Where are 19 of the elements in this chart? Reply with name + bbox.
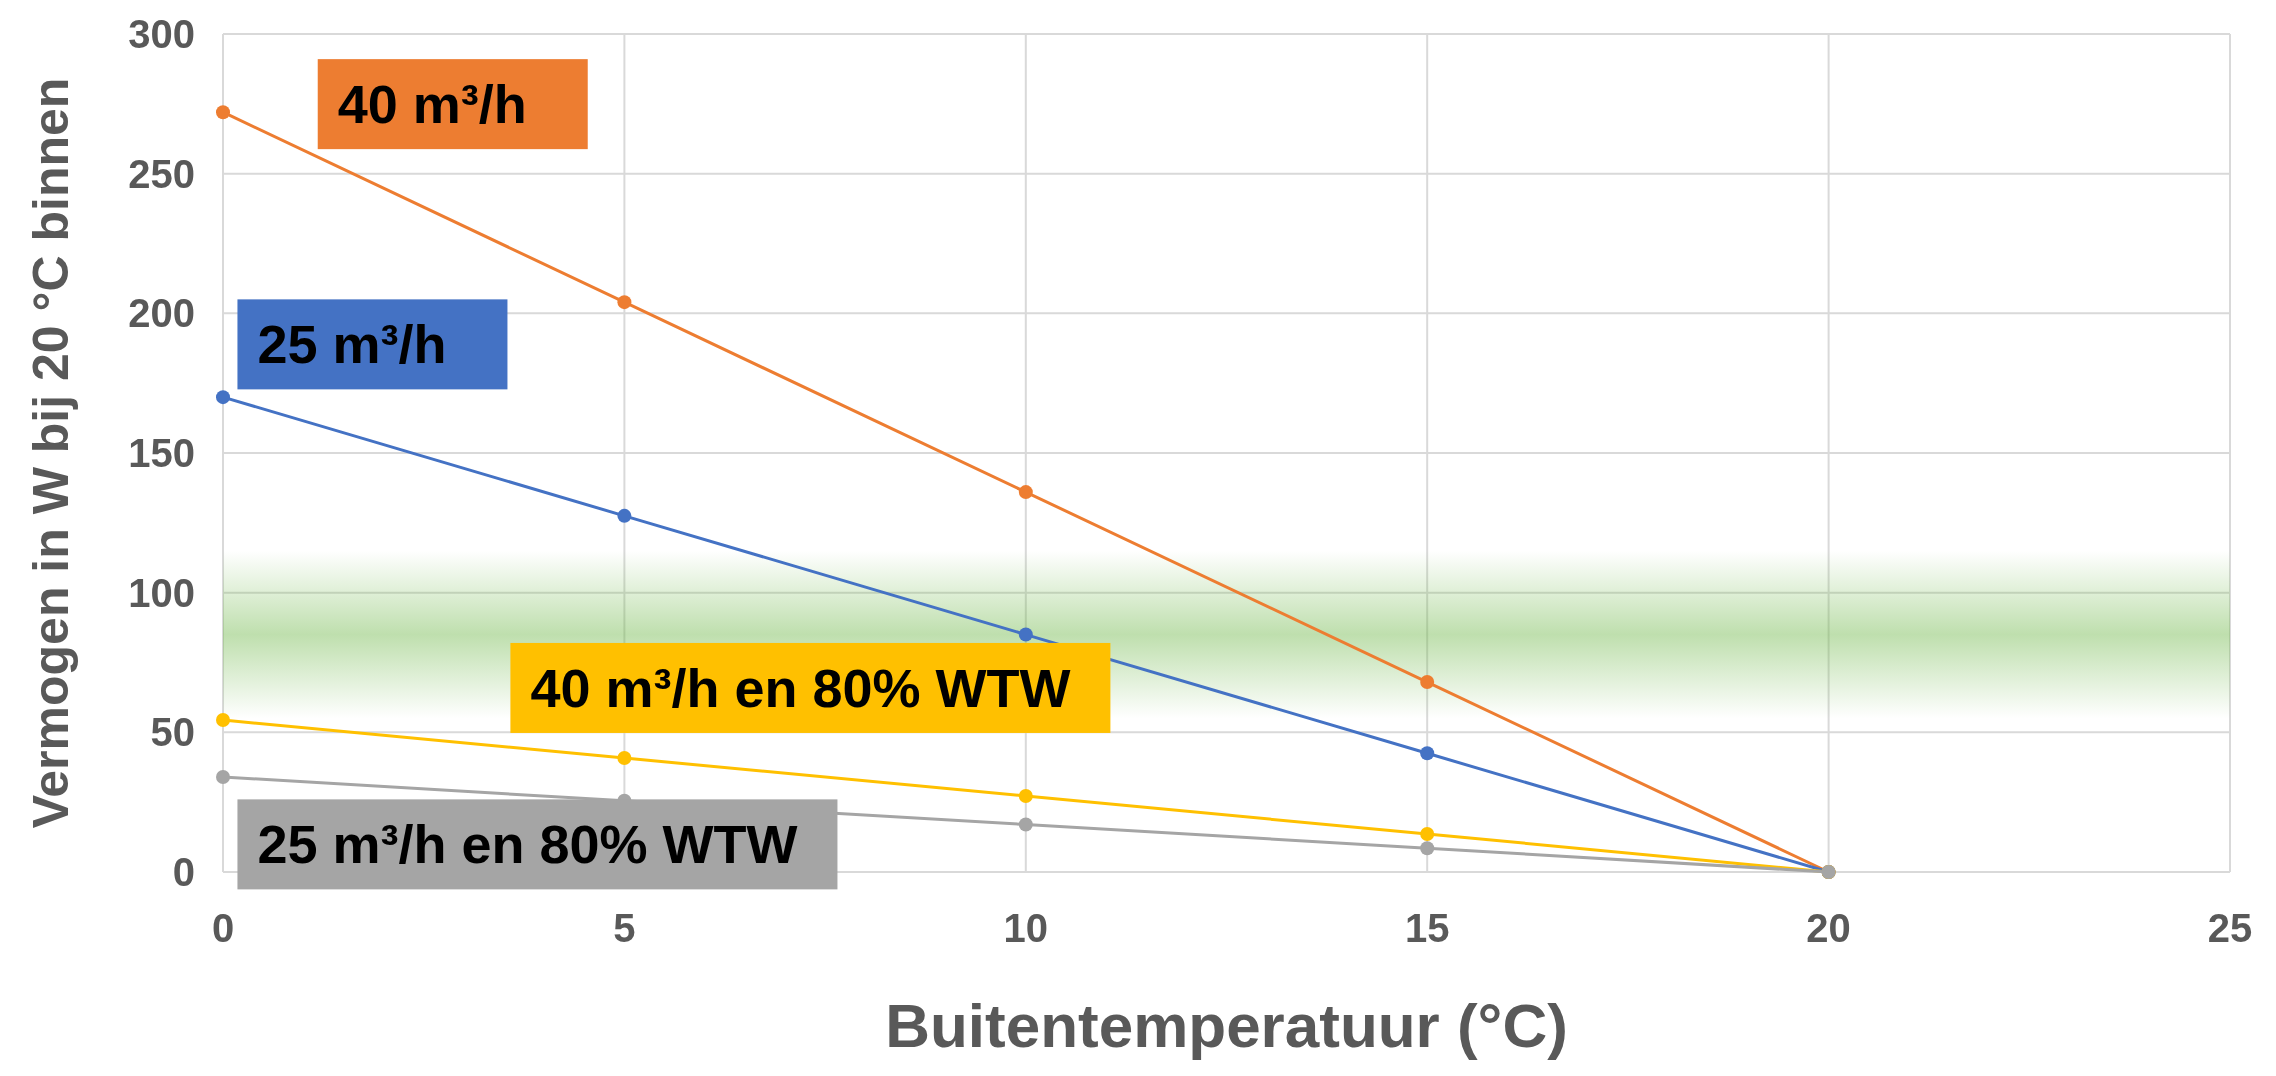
y-tick-label: 300	[128, 12, 195, 56]
series-label: 40 m³/h en 80% WTW	[530, 657, 1071, 718]
x-tick-label: 5	[613, 906, 636, 950]
y-tick-label: 200	[128, 291, 195, 336]
x-tick-label: 15	[1404, 906, 1450, 950]
series-label: 25 m³/h	[257, 314, 447, 375]
x-tick-label: 20	[1806, 906, 1851, 950]
y-tick-label: 50	[150, 710, 195, 755]
series-label: 40 m³/h	[337, 74, 527, 135]
x-tick-label: 10	[1003, 906, 1049, 950]
x-tick-label: 0	[211, 906, 235, 950]
x-tick-label: 25	[2207, 906, 2253, 950]
y-tick-label: 0	[172, 850, 195, 894]
y-tick-label: 150	[128, 431, 195, 475]
x-axis-title: Buitentemperatuur (°C)	[885, 991, 1568, 1060]
y-axis-title: Vermogen in W bij 20 °C binnen	[23, 77, 79, 829]
y-tick-label: 100	[128, 570, 195, 615]
y-tick-label: 250	[128, 151, 195, 196]
series-label: 25 m³/h en 80% WTW	[257, 814, 798, 875]
